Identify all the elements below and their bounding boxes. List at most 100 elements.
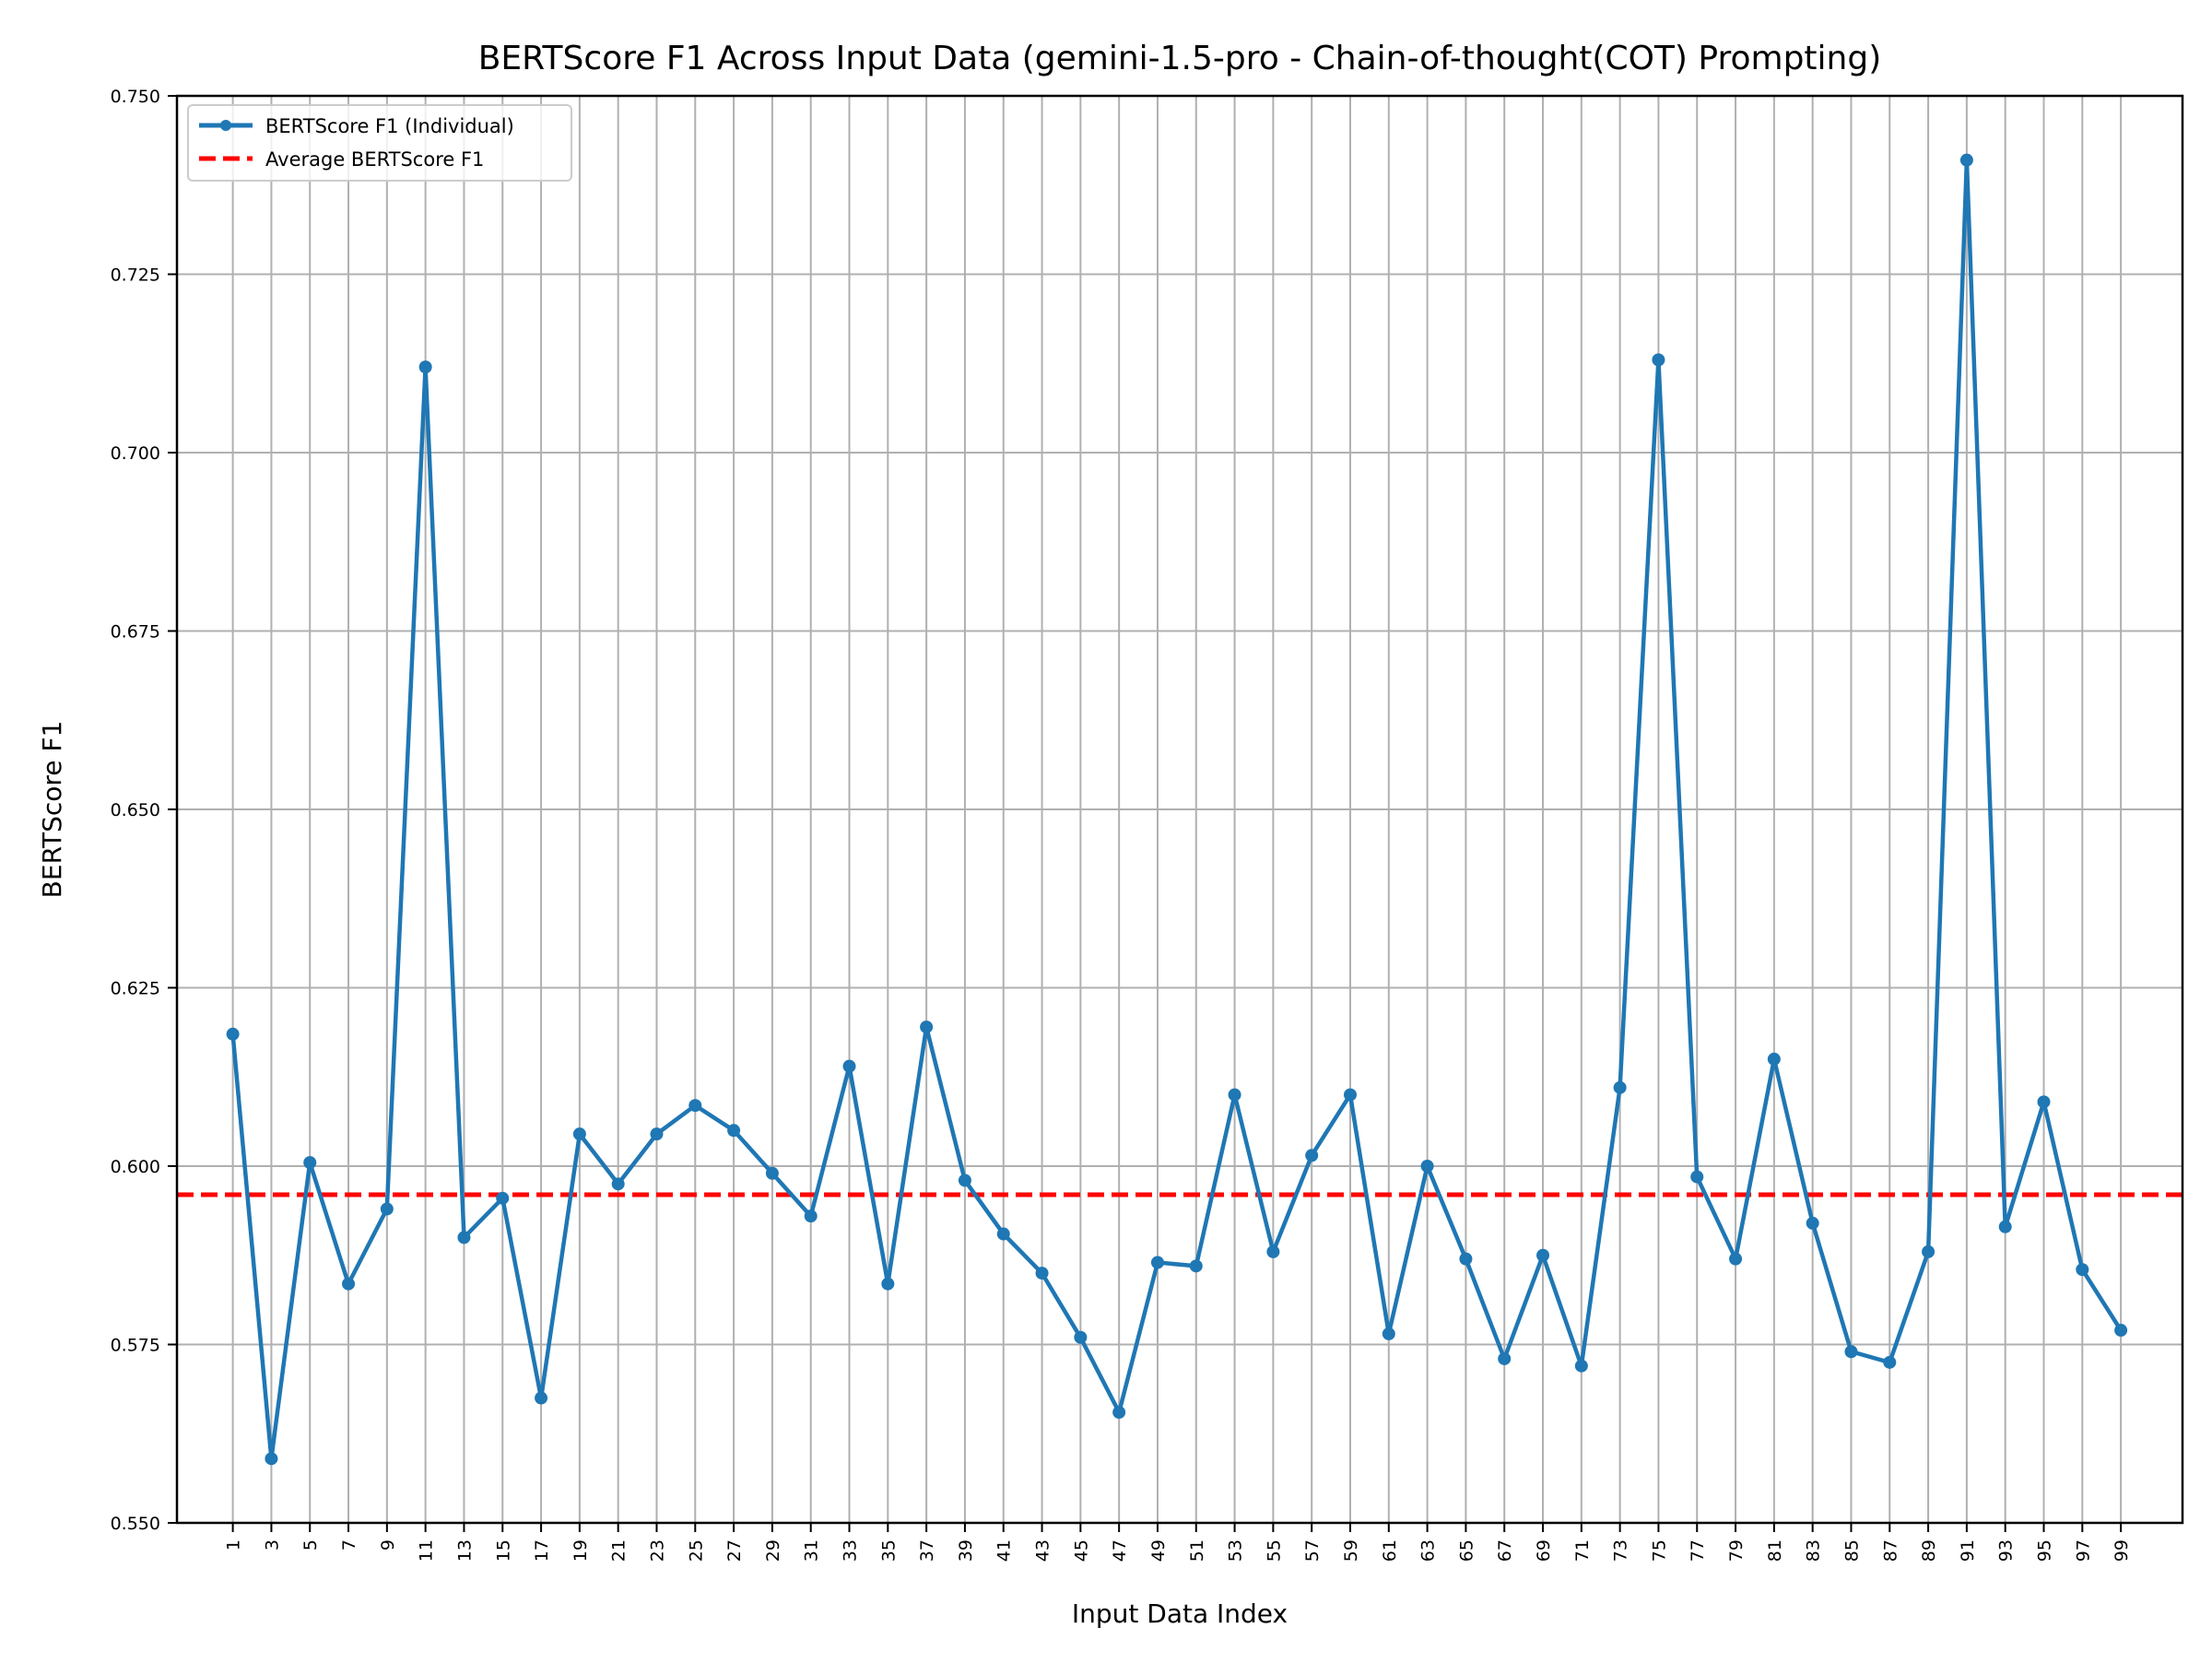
y-axis-label: BERTScore F1	[37, 721, 67, 899]
data-point	[727, 1124, 741, 1138]
data-point	[1150, 1256, 1164, 1269]
data-point	[342, 1277, 356, 1291]
x-tick-label: 19	[571, 1539, 591, 1562]
data-point	[2076, 1263, 2089, 1277]
data-point	[996, 1227, 1010, 1241]
data-point	[457, 1231, 471, 1244]
x-tick-label: 1	[224, 1539, 244, 1551]
data-point	[1652, 353, 1665, 367]
series-line-individual	[230, 158, 2123, 1461]
data-point	[535, 1391, 548, 1405]
data-point	[303, 1156, 317, 1170]
x-tick-label: 69	[1534, 1539, 1554, 1562]
x-tick-label: 87	[1880, 1539, 1900, 1562]
y-tick-label: 0.550	[111, 1514, 160, 1534]
x-tick-label: 27	[724, 1539, 745, 1562]
x-tick-label: 37	[917, 1539, 937, 1562]
data-point	[2037, 1095, 2051, 1109]
data-point	[1883, 1355, 1897, 1369]
data-point	[1844, 1345, 1858, 1359]
data-point	[804, 1209, 818, 1223]
x-tick-label: 41	[994, 1539, 1015, 1562]
x-tick-label: 9	[378, 1539, 398, 1551]
x-axis: 1 3 5 7 9 11 13 15 17 19 21 23 25 27 29 31 33 35 37 39 41 43 4…	[224, 1523, 2132, 1562]
data-point	[1266, 1244, 1280, 1258]
x-tick-label: 15	[493, 1539, 513, 1562]
y-tick-label: 0.675	[111, 622, 160, 643]
x-tick-label: 39	[956, 1539, 976, 1562]
x-tick-label: 97	[2073, 1539, 2093, 1562]
x-tick-label: 33	[841, 1539, 861, 1562]
data-point	[380, 1202, 394, 1216]
x-tick-label: 63	[1418, 1539, 1439, 1562]
data-point	[1035, 1267, 1049, 1280]
series-layer	[226, 153, 2128, 1466]
data-point	[1690, 1170, 1704, 1184]
x-tick-label: 11	[417, 1539, 437, 1562]
data-point	[920, 1020, 934, 1034]
data-point	[226, 1027, 240, 1041]
x-tick-label: 21	[609, 1539, 629, 1562]
chart-title: BERTScore F1 Across Input Data (gemini-1…	[478, 40, 1882, 77]
data-point	[1382, 1327, 1395, 1340]
legend-label-average: Average BERTScore F1	[265, 148, 484, 171]
data-point	[1112, 1406, 1126, 1420]
x-tick-label: 55	[1264, 1539, 1284, 1562]
legend-marker-individual	[220, 120, 231, 131]
data-point	[1498, 1351, 1512, 1365]
data-point	[650, 1127, 664, 1141]
x-tick-label: 31	[802, 1539, 822, 1562]
x-tick-label: 17	[532, 1539, 552, 1562]
data-point	[1189, 1259, 1203, 1273]
x-tick-label: 7	[339, 1539, 359, 1551]
data-point	[1767, 1052, 1781, 1066]
y-tick-label: 0.625	[111, 979, 160, 999]
x-tick-label: 35	[878, 1539, 899, 1562]
data-point	[881, 1277, 895, 1291]
x-tick-label: 73	[1611, 1539, 1631, 1562]
x-tick-label: 23	[647, 1539, 667, 1562]
legend: BERTScore F1 (Individual) Average BERTSc…	[187, 104, 572, 182]
y-tick-label: 0.700	[111, 443, 160, 464]
data-point	[2114, 1324, 2128, 1338]
data-point	[1959, 153, 1973, 167]
legend-box	[187, 104, 572, 182]
legend-label-individual: BERTScore F1 (Individual)	[265, 115, 514, 137]
x-tick-label: 67	[1495, 1539, 1515, 1562]
x-tick-label: 95	[2034, 1539, 2054, 1562]
x-tick-label: 75	[1649, 1539, 1669, 1562]
data-point	[1998, 1220, 2012, 1233]
x-tick-label: 29	[763, 1539, 783, 1562]
x-tick-label: 25	[686, 1539, 706, 1562]
x-tick-label: 77	[1688, 1539, 1708, 1562]
x-tick-label: 43	[1033, 1539, 1053, 1562]
x-tick-label: 53	[1226, 1539, 1246, 1562]
data-point	[842, 1059, 856, 1073]
data-point	[1228, 1088, 1241, 1102]
data-point	[1613, 1080, 1627, 1094]
x-tick-label: 93	[1996, 1539, 2017, 1562]
x-tick-label: 61	[1380, 1539, 1400, 1562]
data-point	[496, 1191, 510, 1205]
data-point	[265, 1452, 278, 1466]
x-tick-label: 71	[1572, 1539, 1593, 1562]
data-point	[418, 360, 432, 374]
data-point	[1305, 1149, 1319, 1162]
x-tick-label: 51	[1187, 1539, 1207, 1562]
x-tick-label: 81	[1765, 1539, 1785, 1562]
x-tick-label: 13	[454, 1539, 475, 1562]
y-tick-label: 0.750	[111, 87, 160, 107]
x-tick-label: 83	[1804, 1539, 1824, 1562]
x-tick-label: 91	[1958, 1539, 1978, 1562]
data-point	[688, 1099, 702, 1113]
data-point	[1459, 1252, 1473, 1266]
data-point	[1536, 1248, 1550, 1262]
data-point	[572, 1127, 586, 1141]
x-tick-label: 5	[300, 1539, 321, 1551]
y-tick-label: 0.725	[111, 265, 160, 286]
x-tick-label: 49	[1148, 1539, 1169, 1562]
x-tick-label: 3	[262, 1539, 282, 1551]
x-tick-label: 45	[1071, 1539, 1091, 1562]
